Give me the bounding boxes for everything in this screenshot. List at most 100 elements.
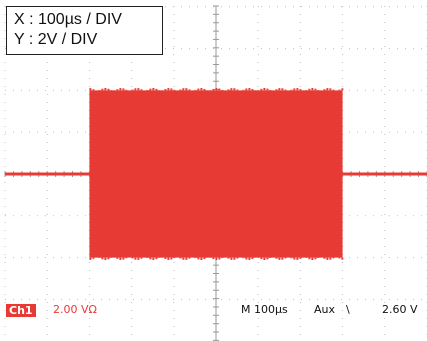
waveform-burst-edge — [125, 89, 128, 91]
waveform-burst-edge — [215, 88, 218, 91]
waveform-burst-edge — [116, 257, 119, 259]
waveform-burst-edge — [248, 257, 251, 260]
waveform-burst-edge — [290, 257, 293, 259]
waveform-burst-edge — [281, 257, 284, 260]
trigger-level: 2.60 V — [382, 303, 418, 316]
waveform-burst-edge — [167, 257, 170, 260]
waveform-burst-edge — [131, 257, 134, 259]
y-scale-label: Y : 2V / DIV — [14, 31, 98, 48]
waveform-burst-edge — [218, 257, 221, 260]
waveform-burst-edge — [140, 257, 143, 259]
waveform-burst-edge — [104, 257, 107, 260]
waveform-burst-edge — [164, 257, 167, 259]
waveform-burst-edge — [230, 88, 233, 91]
waveform-baseline-right — [342, 172, 427, 176]
waveform-burst-edge — [179, 89, 182, 91]
waveform-burst-edge — [275, 89, 278, 91]
waveform-burst-edge — [326, 257, 329, 260]
waveform-burst-edge — [122, 88, 125, 91]
waveform-burst-edge — [119, 257, 122, 260]
waveform-burst-edge — [260, 88, 263, 91]
x-scale-label: X : 100µs / DIV — [14, 11, 122, 28]
waveform-burst-edge — [185, 257, 188, 260]
channel-badge[interactable]: Ch1 — [6, 304, 36, 317]
waveform-burst-edge — [218, 88, 221, 91]
waveform-burst-edge — [221, 257, 224, 259]
waveform-burst-edge — [212, 88, 215, 91]
waveform-burst-edge — [200, 257, 203, 260]
waveform-burst-edge — [92, 257, 95, 259]
waveform-burst-edge — [137, 257, 140, 260]
waveform-baseline-left — [5, 172, 90, 176]
waveform-burst-edge — [149, 257, 152, 260]
waveform-burst-edge — [296, 88, 299, 91]
waveform-burst-edge — [314, 257, 317, 260]
waveform-burst-edge — [101, 257, 104, 260]
waveform-burst-edge — [155, 88, 158, 91]
waveform-burst-edge — [89, 257, 92, 260]
waveform-burst-edge — [188, 257, 191, 259]
waveform-burst-edge — [227, 89, 230, 91]
status-bar: Ch1 2.00 VΩ M 100µs Aux \ 2.60 V — [0, 300, 427, 324]
waveform-burst-edge — [248, 88, 251, 91]
waveform-burst-edge — [245, 257, 248, 260]
waveform-burst-edge — [338, 89, 341, 91]
waveform-burst-edge — [314, 88, 317, 91]
waveform-burst-edge — [299, 257, 302, 259]
waveform-burst-edge — [266, 257, 269, 260]
waveform-burst-edge — [329, 88, 332, 91]
waveform-burst-edge — [140, 89, 143, 91]
waveform-burst-edge — [296, 257, 299, 260]
waveform-burst-edge — [104, 88, 107, 91]
waveform-burst-edge — [326, 88, 329, 91]
waveform-burst-edge — [260, 257, 263, 260]
waveform-burst-edge — [197, 257, 200, 260]
waveform-burst-edge — [311, 88, 314, 91]
scale-legend-box: X : 100µs / DIV Y : 2V / DIV — [6, 6, 163, 55]
waveform-burst-edge — [263, 257, 266, 260]
waveform-burst-edge — [173, 89, 176, 91]
waveform-burst-edge — [227, 257, 230, 259]
waveform-burst-edge — [284, 257, 287, 259]
waveform-burst-edge — [233, 88, 236, 91]
waveform-burst-edge — [290, 89, 293, 91]
waveform-burst-edge — [167, 88, 170, 91]
waveform-burst-edge — [182, 88, 185, 91]
waveform-burst-edge — [311, 257, 314, 260]
waveform-burst-edge — [137, 88, 140, 91]
waveform-burst-edge — [131, 89, 134, 91]
waveform-burst-edge — [152, 257, 155, 260]
waveform-burst-edge — [212, 257, 215, 260]
waveform-burst-edge — [236, 89, 239, 91]
waveform-burst-edge — [125, 257, 128, 259]
timebase-readout: M 100µs — [241, 303, 288, 316]
waveform-burst-edge — [263, 88, 266, 91]
waveform-burst-edge — [155, 257, 158, 260]
waveform-burst-edge — [299, 89, 302, 91]
waveform-burst-edge — [200, 88, 203, 91]
waveform-burst-edge — [134, 88, 137, 91]
waveform-burst-edge — [308, 88, 311, 91]
waveform-burst-edge — [197, 88, 200, 91]
waveform-burst-edge — [245, 88, 248, 91]
waveform-burst-edge — [185, 88, 188, 91]
waveform-burst-edge — [284, 89, 287, 91]
waveform-burst-edge — [188, 89, 191, 91]
waveform-burst-edge — [119, 88, 122, 91]
waveform-burst-edge — [173, 257, 176, 259]
waveform-burst-edge — [251, 89, 254, 91]
waveform-burst-edge — [170, 88, 173, 91]
waveform-burst-edge — [242, 257, 245, 259]
waveform-burst-edge — [122, 257, 125, 260]
waveform-burst-edge — [194, 257, 197, 259]
waveform-burst-edge — [266, 88, 269, 91]
waveform-burst — [89, 90, 343, 258]
waveform-burst-edge — [281, 88, 284, 91]
waveform-burst-edge — [338, 257, 341, 259]
waveform-burst-edge — [308, 257, 311, 260]
waveform-burst-edge — [341, 88, 344, 91]
waveform-burst-edge — [341, 257, 344, 260]
waveform-burst-edge — [323, 89, 326, 91]
